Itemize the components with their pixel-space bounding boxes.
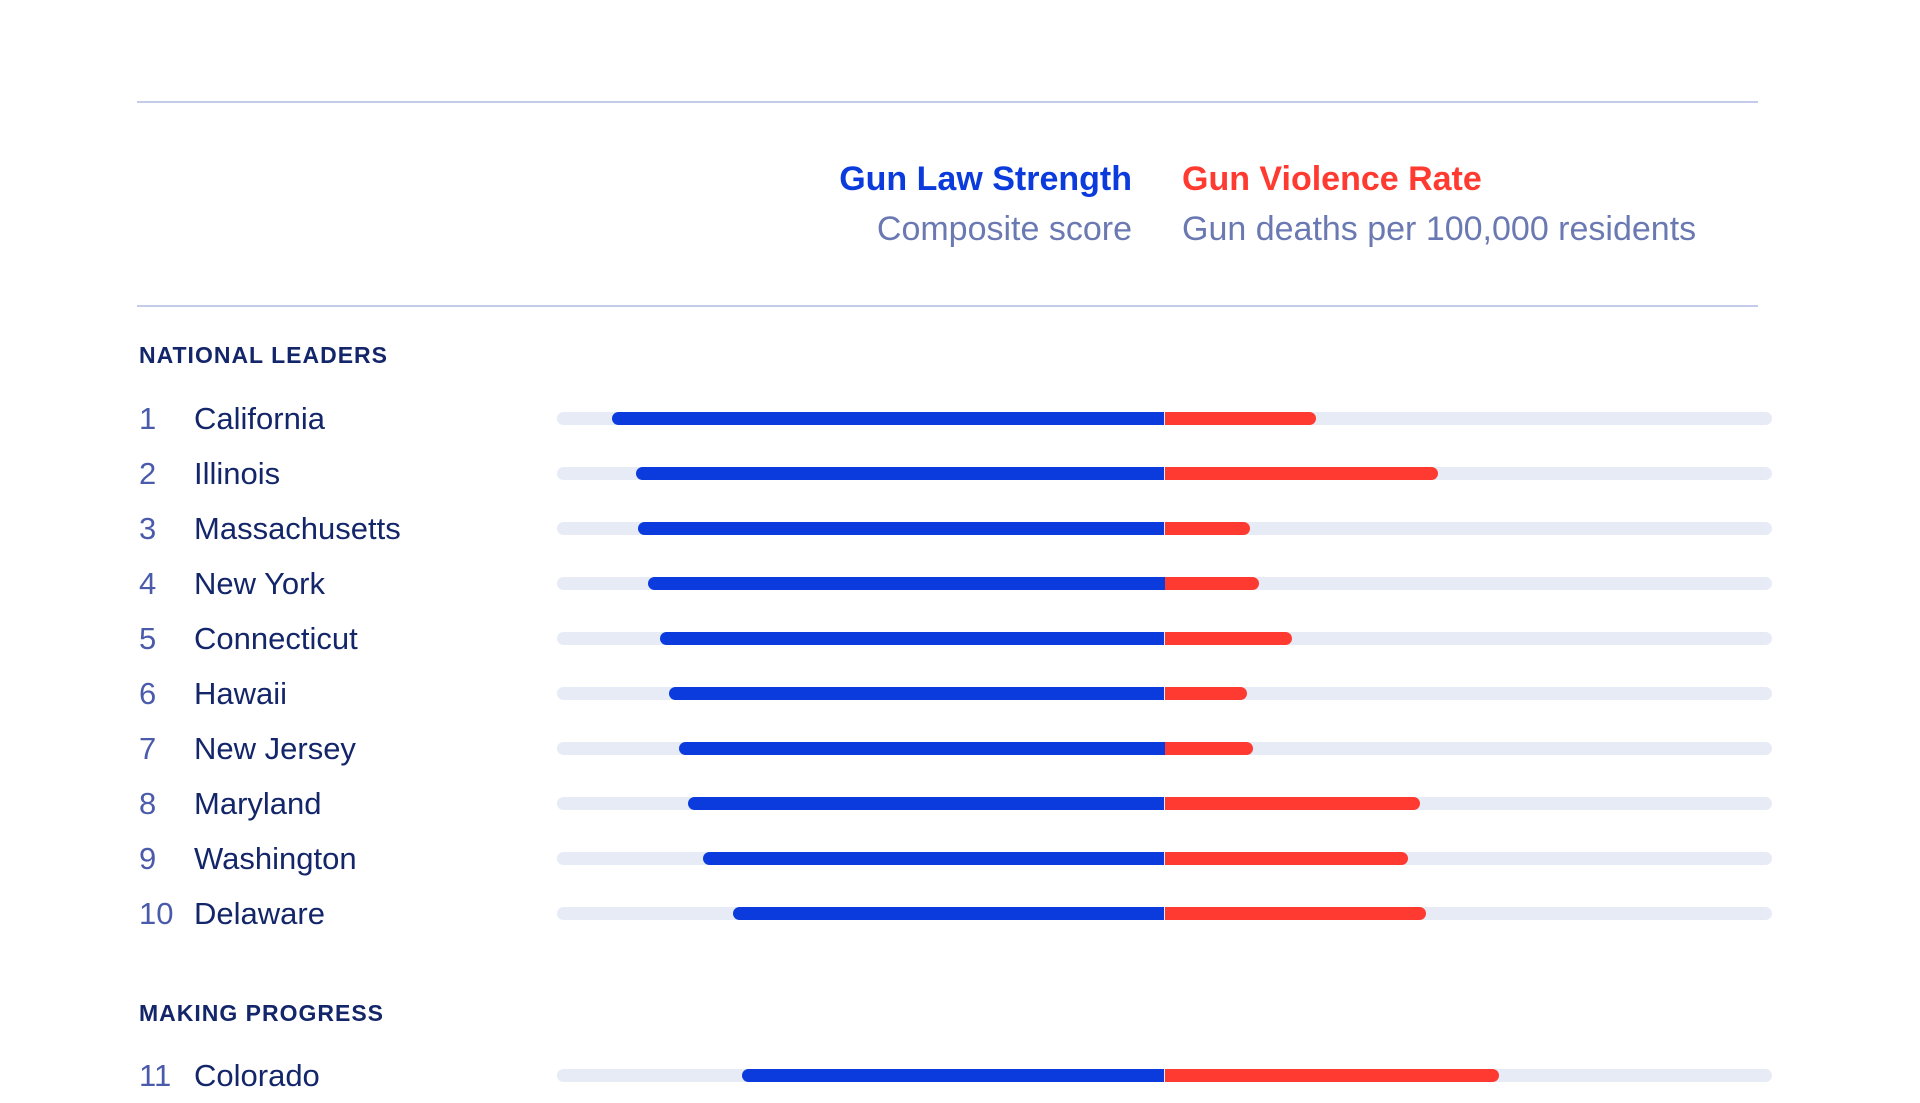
law-strength-subtitle: Composite score xyxy=(876,210,1132,248)
rank-label: 8 xyxy=(139,786,157,821)
violence-rate-bar xyxy=(1164,522,1250,535)
law-strength-bar xyxy=(637,522,1165,535)
law-strength-bar xyxy=(669,687,1165,700)
rank-label: 6 xyxy=(139,676,157,711)
bar-track xyxy=(557,467,1772,480)
state-name: Delaware xyxy=(194,896,325,931)
violence-rate-bar xyxy=(1164,797,1420,810)
state-name: Hawaii xyxy=(194,676,288,711)
law-strength-bar xyxy=(678,742,1165,755)
state-row: 5 Connecticut xyxy=(0,611,1920,666)
violence-rate-bar xyxy=(1164,412,1317,425)
violence-rate-bar xyxy=(1164,742,1253,755)
state-name: Illinois xyxy=(194,456,281,491)
state-name: Colorado xyxy=(194,1058,320,1093)
violence-rate-bar xyxy=(1164,687,1247,700)
header-divider xyxy=(137,305,1758,307)
bar-track xyxy=(557,687,1772,700)
law-strength-bar xyxy=(687,797,1165,810)
rank-label: 10 xyxy=(139,896,174,931)
state-row: 4 New York xyxy=(0,556,1920,611)
law-strength-title: Gun Law Strength xyxy=(839,160,1132,198)
bar-track xyxy=(557,412,1772,425)
rank-label: 7 xyxy=(139,731,157,766)
bar-track xyxy=(557,1069,1772,1082)
law-strength-bar xyxy=(742,1069,1165,1082)
law-strength-bar xyxy=(733,907,1165,920)
violence-rate-bar xyxy=(1164,852,1408,865)
bar-track xyxy=(557,577,1772,590)
rank-label: 9 xyxy=(139,841,157,876)
state-row: 11 Colorado xyxy=(0,1048,1920,1103)
rank-label: 3 xyxy=(139,511,157,546)
bar-track xyxy=(557,797,1772,810)
violence-rate-bar xyxy=(1164,467,1438,480)
top-divider xyxy=(137,101,1758,103)
violence-rate-bar xyxy=(1164,1069,1499,1082)
violence-rate-subtitle: Gun deaths per 100,000 residents xyxy=(1182,210,1697,248)
state-name: Massachusetts xyxy=(194,511,401,546)
state-row: 7 New Jersey xyxy=(0,721,1920,776)
state-row: 9 Washington xyxy=(0,831,1920,886)
bar-track xyxy=(557,852,1772,865)
rank-label: 2 xyxy=(139,456,157,491)
state-name: New Jersey xyxy=(194,731,356,766)
violence-rate-title: Gun Violence Rate xyxy=(1182,160,1482,198)
state-name: New York xyxy=(194,566,325,601)
section-label: NATIONAL LEADERS xyxy=(139,342,388,368)
rank-label: 4 xyxy=(139,566,157,601)
state-row: 1 California xyxy=(0,391,1920,446)
section-label: MAKING PROGRESS xyxy=(139,1000,385,1026)
law-strength-bar xyxy=(611,412,1165,425)
violence-rate-bar xyxy=(1164,577,1259,590)
rank-label: 1 xyxy=(139,401,157,436)
rank-label: 11 xyxy=(139,1058,172,1093)
bar-track xyxy=(557,742,1772,755)
law-strength-bar xyxy=(702,852,1165,865)
violence-rate-bar xyxy=(1164,632,1293,645)
bar-track xyxy=(557,907,1772,920)
rank-label: 5 xyxy=(139,621,157,656)
state-name: California xyxy=(194,401,325,436)
law-strength-bar xyxy=(635,467,1165,480)
law-strength-bar xyxy=(660,632,1165,645)
state-row: 8 Maryland xyxy=(0,776,1920,831)
state-row: 3 Massachusetts xyxy=(0,501,1920,556)
violence-rate-bar xyxy=(1164,907,1426,920)
law-strength-bar xyxy=(648,577,1165,590)
state-name: Washington xyxy=(194,841,357,876)
bar-track xyxy=(557,522,1772,535)
state-row: 10 Delaware xyxy=(0,886,1920,941)
state-name: Maryland xyxy=(194,786,322,821)
state-row: 6 Hawaii xyxy=(0,666,1920,721)
state-name: Connecticut xyxy=(194,621,358,656)
bar-track xyxy=(557,632,1772,645)
state-row: 2 Illinois xyxy=(0,446,1920,501)
